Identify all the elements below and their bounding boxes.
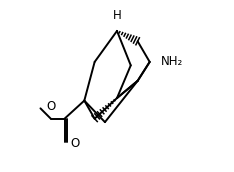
Text: NH₂: NH₂ (161, 55, 183, 68)
Text: O: O (46, 100, 55, 113)
Text: H: H (113, 9, 121, 22)
Text: O: O (71, 137, 80, 150)
